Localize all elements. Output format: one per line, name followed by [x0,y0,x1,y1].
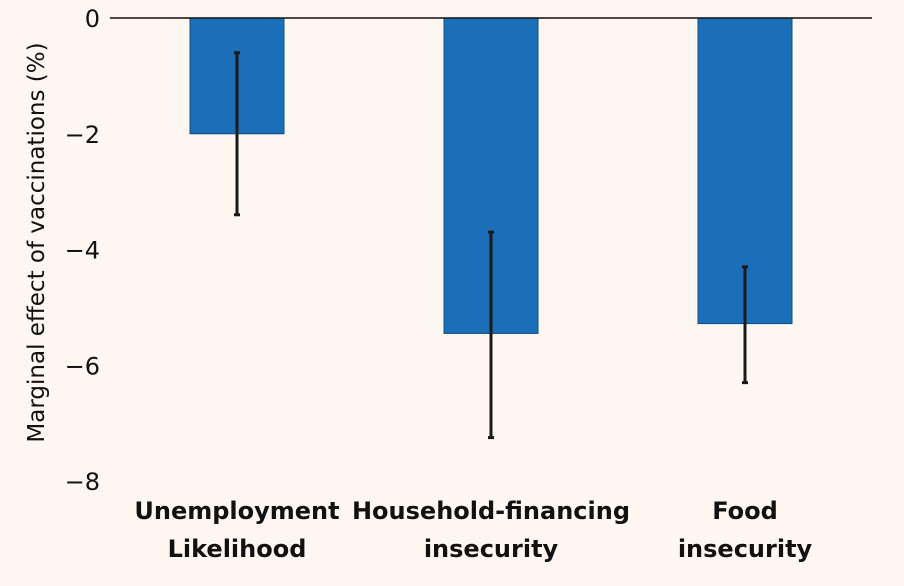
y-axis-ticks: 0 −2 −4 −6 −8 [65,5,100,496]
category-label: Food [712,497,778,525]
category-label: Household-financing [352,497,630,525]
category-label: Likelihood [168,535,307,563]
y-tick-label: −8 [65,468,100,496]
error-bars [234,51,748,440]
y-axis-label: Marginal effect of vaccinations (%) [24,42,50,442]
category-label: Unemployment [134,497,339,525]
category-label: insecurity [678,535,813,563]
y-tick-label: 0 [85,5,100,33]
y-axis-label-group: Marginal effect of vaccinations (%) [24,42,50,442]
y-tick-label: −4 [65,237,100,265]
y-tick-label: −2 [65,121,100,149]
y-tick-label: −6 [65,352,100,380]
category-label: insecurity [424,535,559,563]
category-labels: Unemployment Likelihood Household-financin… [134,497,812,563]
